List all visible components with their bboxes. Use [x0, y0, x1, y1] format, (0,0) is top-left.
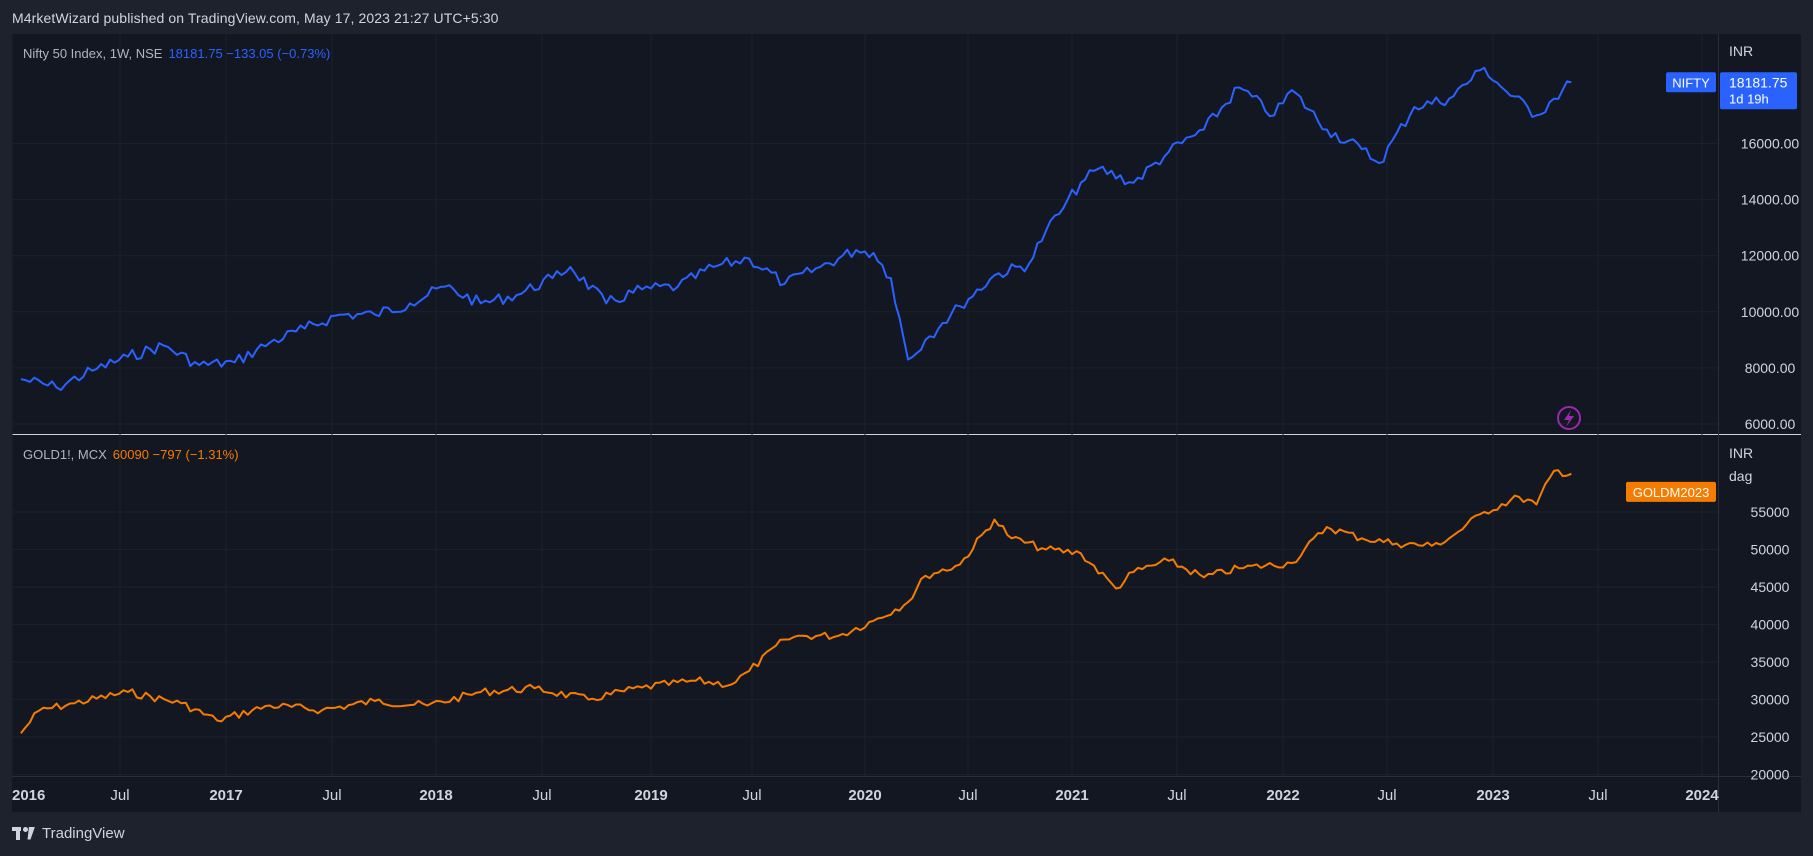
currency-label: INR: [1729, 43, 1753, 59]
y-tick-label: 50000: [1751, 542, 1790, 558]
x-tick-label: Jul: [532, 787, 551, 804]
y-tick-label: 14000.00: [1741, 192, 1800, 208]
gold-line: [20, 469, 1572, 734]
nifty-symbol-tag: NIFTY: [1666, 72, 1716, 93]
y-tick-label: 35000: [1751, 654, 1790, 670]
nifty-legend[interactable]: Nifty 50 Index, 1W, NSE 18181.75 −133.05 …: [23, 46, 330, 61]
x-tick-label: Jul: [742, 787, 761, 804]
y-tick-label: 20000: [1751, 767, 1790, 783]
nifty-legend-symbol: Nifty 50 Index, 1W, NSE: [23, 46, 163, 61]
x-tick-label: 2021: [1055, 787, 1088, 804]
publish-header: M4rketWizard published on TradingView.co…: [12, 10, 499, 26]
y-tick-label: 25000: [1751, 729, 1790, 745]
lightning-icon: [1557, 406, 1581, 430]
grid-lines: [11, 34, 1801, 812]
unit-label: dag: [1729, 468, 1752, 484]
y-tick-label: 30000: [1751, 692, 1790, 708]
y-tick-label: 6000.00: [1745, 416, 1796, 432]
footer-brand[interactable]: TradingView: [12, 825, 125, 842]
nifty-line: [20, 66, 1572, 391]
y-tick-label: 55000: [1751, 504, 1790, 520]
x-tick-label: 2017: [209, 787, 242, 804]
chart-area[interactable]: [12, 34, 1801, 812]
y-tick-label: 45000: [1751, 579, 1790, 595]
y-tick-label: 8000.00: [1745, 360, 1796, 376]
gold-legend[interactable]: GOLD1!, MCX 60090 −797 (−1.31%): [23, 447, 239, 462]
x-tick-label: 2022: [1266, 787, 1299, 804]
x-tick-label: Jul: [322, 787, 341, 804]
x-tick-label: Jul: [110, 787, 129, 804]
x-tick-label: 2024: [1685, 787, 1719, 804]
price-axes: 16000.00 14000.00 12000.00 10000.00 8000.00 6…: [1729, 43, 1799, 783]
x-tick-label: Jul: [1167, 787, 1186, 804]
footer-brand-label: TradingView: [42, 825, 125, 842]
x-tick-label: 2019: [634, 787, 667, 804]
x-tick-label: Jul: [1588, 787, 1607, 804]
nifty-symbol-tag-label: NIFTY: [1672, 75, 1710, 90]
time-axis: 2016 Jul 2017 Jul 2018 Jul 2019 Jul 2020 Jul 2021 J…: [12, 787, 1719, 804]
gold-symbol-tag-bg: [1626, 481, 1716, 502]
lightning-icon-bolt: [1564, 410, 1574, 427]
nifty-countdown: 1d 19h: [1729, 91, 1769, 106]
x-tick-label: Jul: [958, 787, 977, 804]
gold-symbol-tag: GOLDM2023: [1626, 481, 1716, 502]
y-tick-label: 10000.00: [1741, 304, 1800, 320]
tradingview-logo-icon: [12, 826, 36, 841]
gold-symbol-tag-label: GOLDM2023: [1633, 485, 1710, 500]
nifty-price-value: 18181.75: [1729, 74, 1788, 90]
nifty-symbol-tag-bg: [1666, 72, 1716, 93]
nifty-legend-values: 18181.75 −133.05 (−0.73%): [168, 46, 331, 61]
gold-legend-symbol: GOLD1!, MCX: [23, 447, 107, 462]
currency-label: INR: [1729, 445, 1753, 461]
series-lines: [20, 66, 1572, 734]
x-tick-label: Jul: [1377, 787, 1396, 804]
x-tick-label: 2023: [1476, 787, 1509, 804]
gold-legend-values: 60090 −797 (−1.31%): [112, 447, 239, 462]
x-tick-label: 2020: [848, 787, 881, 804]
y-tick-label: 40000: [1751, 617, 1790, 633]
nifty-price-tag-bg: [1720, 72, 1797, 110]
y-tick-label: 16000.00: [1741, 136, 1800, 152]
lightning-icon-ring: [1557, 406, 1581, 430]
x-tick-label: 2018: [419, 787, 452, 804]
y-tick-label: 12000.00: [1741, 248, 1800, 264]
x-tick-label: 2016: [12, 787, 45, 804]
